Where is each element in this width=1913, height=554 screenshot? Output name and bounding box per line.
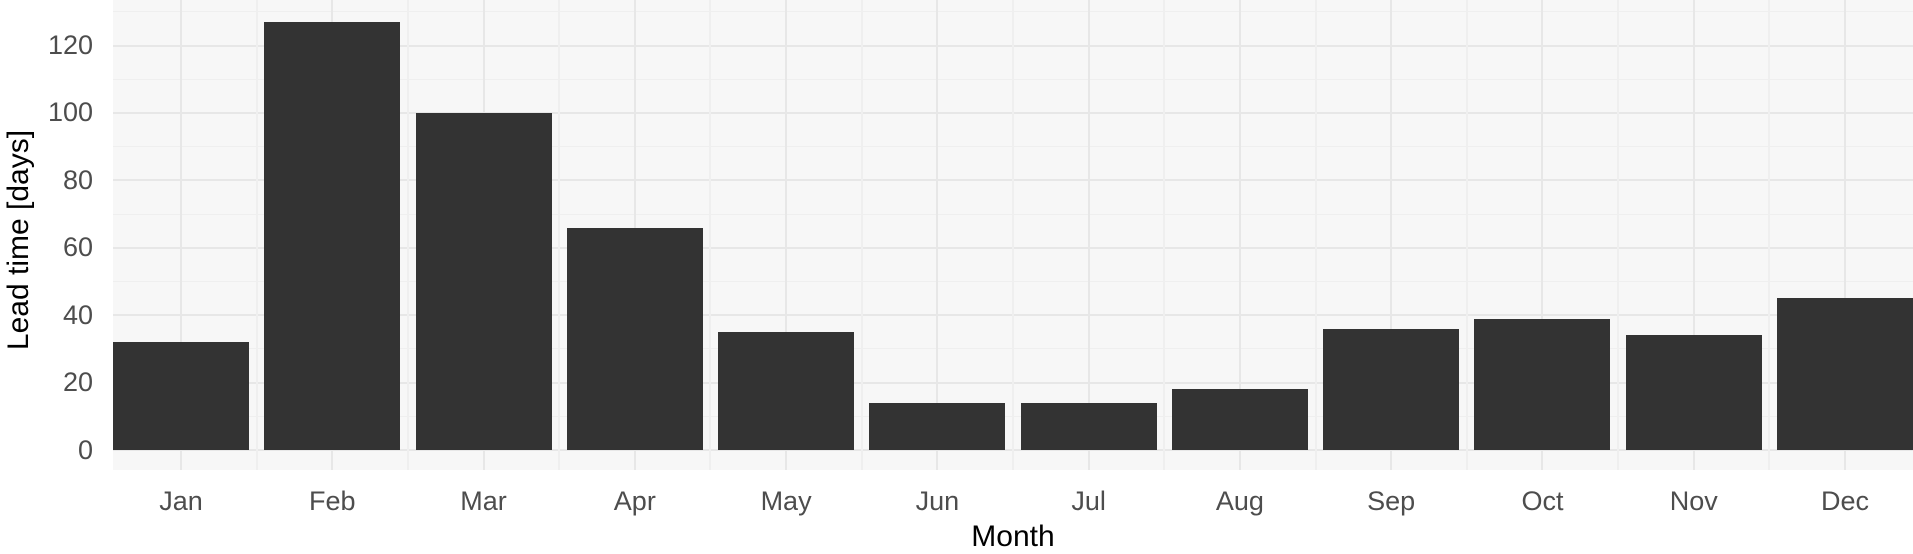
gridline-minor-vertical <box>255 0 258 470</box>
x-tick-label: Jun <box>915 486 960 516</box>
y-tick-label: 0 <box>77 434 93 465</box>
bar-nov <box>1625 335 1762 450</box>
gridline-major-vertical <box>1087 0 1090 470</box>
gridline-minor-vertical <box>558 0 561 470</box>
x-tick-label: Dec <box>1820 486 1869 516</box>
bar-mar <box>415 112 552 450</box>
x-axis-title: Month <box>971 520 1055 553</box>
gridline-major-vertical <box>1390 0 1393 470</box>
gridline-minor-vertical <box>1768 0 1771 470</box>
gridline-minor-vertical <box>1163 0 1166 470</box>
x-tick-label: Nov <box>1669 486 1718 516</box>
bar-jan <box>113 342 249 450</box>
x-tick-label: Feb <box>309 486 356 516</box>
gridline-major-vertical <box>180 0 182 470</box>
gridline-major-vertical <box>936 0 939 470</box>
gridline-major-vertical <box>1541 0 1544 470</box>
x-tick-label: Mar <box>460 486 507 516</box>
bar-jun <box>869 402 1006 450</box>
y-tick-label: 40 <box>62 299 93 330</box>
bar-feb <box>264 21 401 450</box>
x-tick-label: Jan <box>159 486 203 516</box>
bar-sep <box>1323 328 1460 450</box>
bar-dec <box>1777 298 1913 450</box>
x-tick-label: May <box>760 486 812 516</box>
x-tick-label: Oct <box>1521 486 1564 516</box>
y-tick-label: 100 <box>47 97 93 128</box>
gridline-major-vertical <box>785 0 788 470</box>
x-tick-label: Aug <box>1215 486 1264 516</box>
bar-aug <box>1171 389 1308 450</box>
bar-jul <box>1020 402 1157 450</box>
x-tick-label: Sep <box>1367 486 1416 516</box>
y-tick-label: 20 <box>62 367 93 398</box>
y-tick-label: 80 <box>62 164 93 195</box>
y-axis-title: Lead time [days] <box>2 129 35 351</box>
gridline-minor-vertical <box>709 0 712 470</box>
gridline-major-vertical <box>1692 0 1695 470</box>
x-tick-label: Apr <box>613 486 656 516</box>
y-tick-label: 120 <box>47 30 93 60</box>
bar-may <box>718 332 855 450</box>
gridline-minor-vertical <box>1012 0 1014 470</box>
gridline-minor-vertical <box>860 0 863 470</box>
gridline-major-vertical <box>1238 0 1241 470</box>
gridline-minor-vertical <box>1465 0 1468 470</box>
y-tick-label: 60 <box>62 232 93 263</box>
bar-oct <box>1474 318 1611 450</box>
bar-apr <box>566 227 703 450</box>
gridline-major-vertical <box>1844 0 1846 470</box>
plot-panel <box>113 0 1913 470</box>
gridline-minor-vertical <box>1617 0 1620 470</box>
gridline-minor-vertical <box>1314 0 1317 470</box>
x-tick-label: Jul <box>1071 486 1106 516</box>
gridline-minor-vertical <box>406 0 409 470</box>
